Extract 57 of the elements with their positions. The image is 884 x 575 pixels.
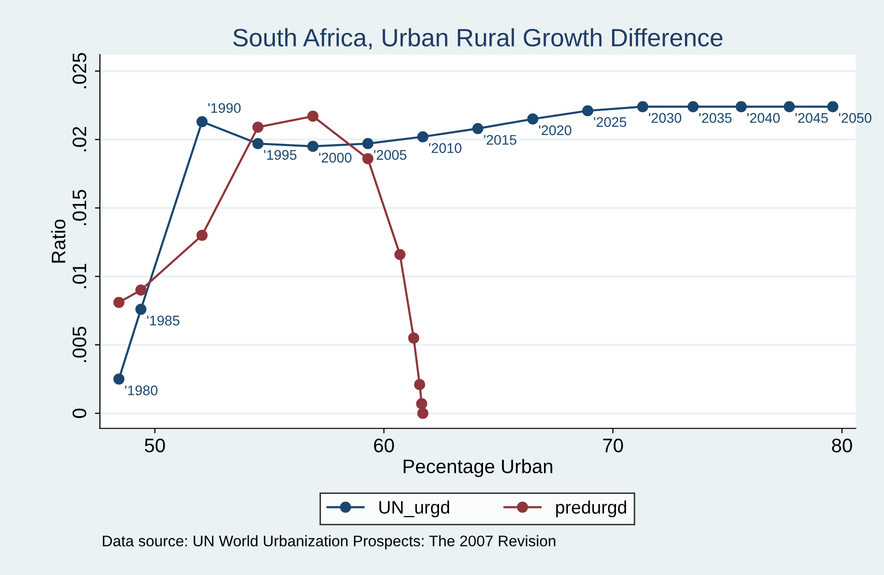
legend-label: predurgd	[556, 500, 626, 518]
y-tick-label: .02	[72, 126, 86, 152]
point	[472, 123, 484, 134]
y-tick-label: 0	[72, 408, 86, 418]
point	[414, 379, 426, 390]
annotation: '2035	[699, 113, 732, 123]
point	[362, 153, 374, 164]
point	[252, 122, 264, 133]
point	[784, 101, 795, 112]
point	[113, 374, 124, 385]
annotation: '2015	[484, 134, 516, 145]
annotation: '1980	[125, 385, 158, 396]
x-tick-label: 50	[144, 438, 165, 452]
point	[196, 116, 208, 128]
source-note: Data source: UN World Urbanization Prospects: The 2007 Revision	[102, 535, 556, 550]
point	[527, 113, 538, 125]
point	[688, 101, 699, 112]
point	[417, 131, 428, 142]
point	[736, 101, 747, 112]
y-tick-label: .025	[72, 52, 86, 88]
annotation: '2005	[374, 150, 406, 160]
point	[113, 296, 124, 308]
legend-label: UN_urgd	[379, 500, 450, 518]
y-tick-label: .005	[72, 326, 86, 362]
annotation: '1985	[147, 316, 180, 326]
x-tick-label: 80	[832, 438, 852, 452]
point	[252, 138, 264, 150]
annotation: '1995	[264, 150, 296, 160]
annotation: '1990	[208, 103, 241, 113]
point	[362, 138, 374, 150]
annotation: '2020	[539, 125, 572, 136]
point	[827, 101, 838, 112]
annotation: '2000	[319, 152, 352, 163]
x-tick-label: 70	[603, 438, 623, 452]
x-axis-title: Pecentage Urban	[404, 459, 552, 478]
annotation: '2045	[796, 113, 828, 123]
annotation: '2025	[594, 117, 626, 127]
chart-title: South Africa, Urban Rural Growth Difference	[233, 28, 722, 50]
x-tick-label: 60	[374, 438, 394, 452]
annotation: '2050	[839, 113, 872, 123]
point	[307, 140, 318, 152]
y-axis-title: Ratio	[51, 220, 66, 263]
point	[417, 408, 428, 419]
point	[135, 284, 146, 296]
point	[394, 248, 406, 260]
y-tick-label: .015	[72, 190, 86, 226]
annotation: '2010	[429, 143, 462, 153]
point	[135, 304, 146, 315]
y-tick-label: .01	[72, 264, 86, 288]
point	[416, 398, 428, 410]
annotation: '2030	[648, 113, 682, 123]
point	[307, 110, 318, 122]
point	[582, 105, 594, 116]
point	[637, 101, 648, 112]
annotation: '2040	[747, 113, 780, 123]
point	[408, 332, 420, 344]
point	[196, 230, 208, 241]
